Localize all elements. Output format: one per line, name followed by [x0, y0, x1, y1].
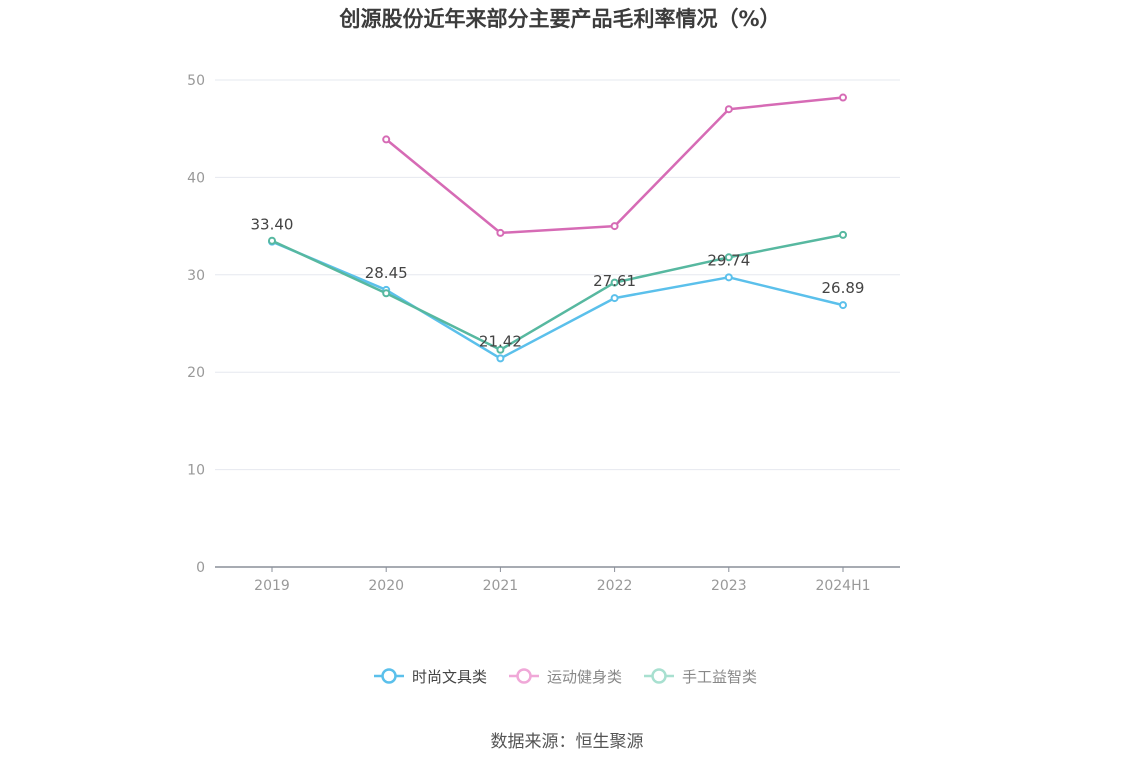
y-tick-label: 20 [187, 365, 205, 381]
series-line [385, 96, 844, 235]
legend-label: 运动健身类 [547, 668, 622, 686]
legend-item[interactable]: 运动健身类 [509, 668, 622, 686]
data-point [724, 105, 733, 114]
x-tick-label: 2020 [368, 578, 404, 594]
data-point [496, 345, 505, 354]
series-line [271, 240, 844, 360]
legend-label: 手工益智类 [682, 668, 757, 686]
data-point [839, 230, 847, 239]
data-label: 26.89 [822, 279, 865, 297]
data-label: 33.40 [251, 216, 294, 234]
chart-title: 创源股份近年来部分主要产品毛利率情况（%） [338, 7, 780, 31]
x-tick-label: 2024H1 [815, 578, 870, 594]
data-point [839, 93, 847, 102]
y-tick-label: 40 [187, 170, 205, 186]
series-layer [268, 93, 847, 363]
data-label: 27.61 [593, 272, 636, 290]
legend-marker [516, 668, 532, 684]
data-point [839, 301, 847, 310]
x-tick-label: 2023 [711, 578, 747, 594]
data-labels: 33.40 28.45 21.42 27.61 29.74 26.89 [251, 216, 865, 351]
y-tick-label: 30 [187, 268, 205, 284]
data-label: 21.42 [479, 332, 522, 350]
data-point [610, 278, 619, 287]
legend-marker [651, 668, 667, 684]
y-tick-label: 50 [187, 73, 205, 89]
data-point [382, 135, 391, 144]
data-point [496, 354, 505, 363]
x-tick-label: 2021 [483, 578, 519, 594]
x-axis: 2019 2020 2021 2022 2023 2024H1 [215, 566, 900, 594]
legend-label: 时尚文具类 [412, 668, 487, 686]
y-tick-label: 0 [196, 560, 205, 576]
data-point [496, 228, 505, 237]
data-point [268, 236, 276, 245]
data-point [610, 222, 619, 231]
legend-item[interactable]: 手工益智类 [644, 668, 757, 686]
x-tick-label: 2019 [254, 578, 290, 594]
x-tick-label: 2022 [597, 578, 633, 594]
data-label: 28.45 [365, 264, 408, 282]
legend: 时尚文具类 运动健身类 手工益智类 [374, 668, 757, 686]
data-point [610, 294, 619, 303]
data-label: 29.74 [707, 251, 750, 269]
series-line [271, 233, 844, 352]
y-tick-label: 10 [187, 463, 205, 479]
source-note: 数据来源：恒生聚源 [491, 732, 644, 752]
legend-item[interactable]: 时尚文具类 [374, 668, 487, 686]
grid-lines [215, 79, 900, 471]
legend-marker [381, 668, 397, 684]
data-point [724, 273, 733, 282]
data-point [724, 253, 733, 262]
y-axis: 0 10 20 30 40 50 [187, 73, 205, 576]
data-point [382, 289, 391, 298]
